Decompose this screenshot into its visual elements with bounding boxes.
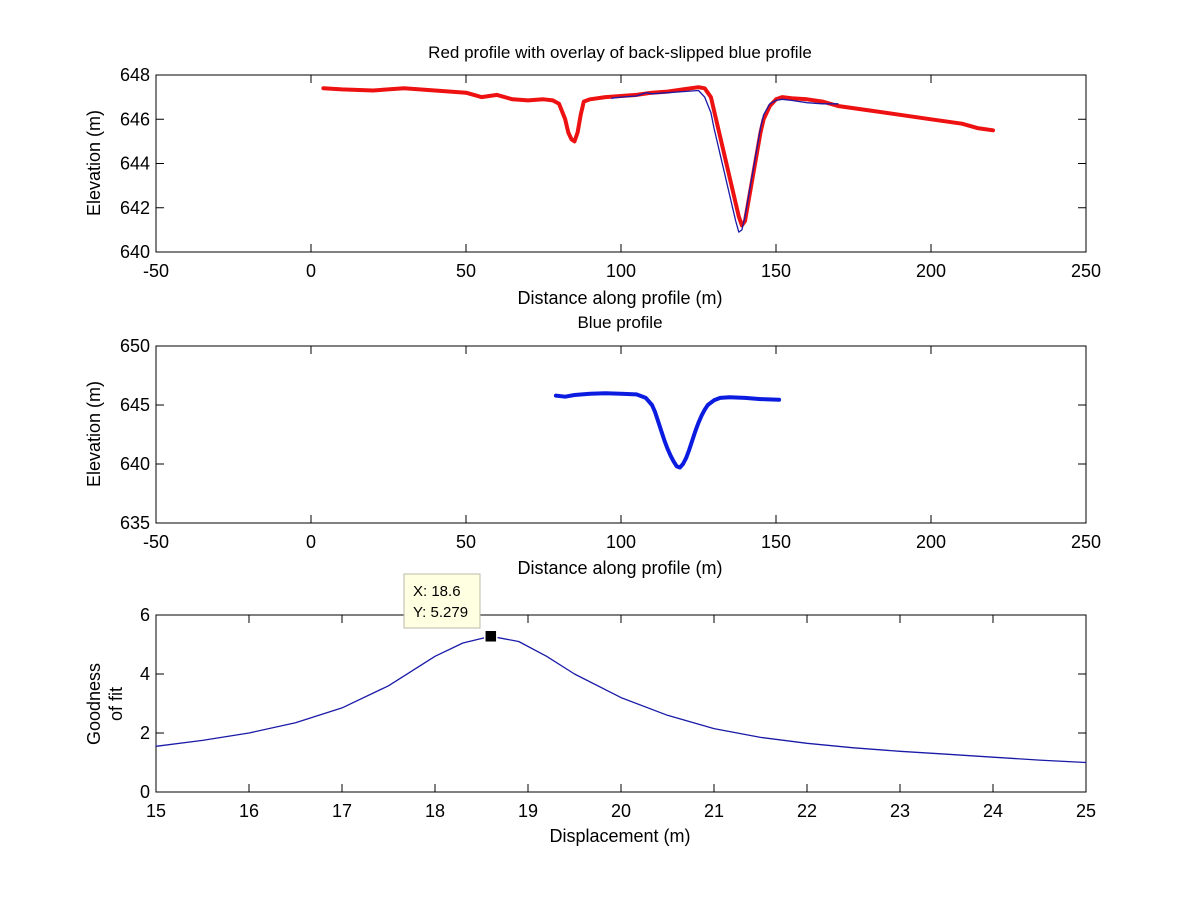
x-axis-label: Displacement (m) bbox=[549, 826, 690, 846]
x-tick-label: 150 bbox=[761, 261, 791, 281]
x-tick-label: 22 bbox=[797, 801, 817, 821]
x-tick-label: 250 bbox=[1071, 261, 1101, 281]
y-tick-label: 635 bbox=[120, 513, 150, 533]
x-tick-label: 50 bbox=[456, 532, 476, 552]
y-axis-label: Elevation (m) bbox=[84, 381, 104, 487]
x-tick-label: 18 bbox=[425, 801, 445, 821]
x-tick-label: 20 bbox=[611, 801, 631, 821]
y-tick-label: 0 bbox=[140, 782, 150, 802]
x-tick-label: 50 bbox=[456, 261, 476, 281]
datatip[interactable]: X: 18.6 Y: 5.279 bbox=[403, 573, 481, 629]
x-tick-label: 150 bbox=[761, 532, 791, 552]
y-tick-label: 646 bbox=[120, 109, 150, 129]
y-tick-label: 2 bbox=[140, 723, 150, 743]
series-line-goodness-of-fit bbox=[155, 635, 1087, 764]
panel-blue-profile: Blue profile Distance along profile (m) … bbox=[84, 313, 1101, 578]
x-tick-label: 17 bbox=[332, 801, 352, 821]
x-tick-label: 250 bbox=[1071, 532, 1101, 552]
x-tick-label: 23 bbox=[890, 801, 910, 821]
x-tick-label: 100 bbox=[606, 532, 636, 552]
y-tick-label: 6 bbox=[140, 605, 150, 625]
y-axis-label: Elevation (m) bbox=[84, 110, 104, 216]
x-tick-label: 24 bbox=[983, 801, 1003, 821]
x-tick-label: 19 bbox=[518, 801, 538, 821]
y-tick-label: 645 bbox=[120, 395, 150, 415]
y-tick-label: 650 bbox=[120, 336, 150, 356]
panel-red-profile-overlay: Red profile with overlay of back-slipped… bbox=[84, 43, 1101, 308]
datatip-marker[interactable] bbox=[484, 629, 498, 644]
x-tick-label: 15 bbox=[146, 801, 166, 821]
series-line-blue-profile bbox=[553, 391, 782, 470]
x-tick-label: 0 bbox=[306, 532, 316, 552]
x-tick-label: 200 bbox=[916, 261, 946, 281]
y-tick-label: 644 bbox=[120, 154, 150, 174]
datatip-x-label: X: 18.6 bbox=[413, 583, 461, 600]
axes-box bbox=[155, 345, 1087, 524]
y-tick-label: 4 bbox=[140, 664, 150, 684]
y-tick-label: 640 bbox=[120, 242, 150, 262]
datatip-y-label: Y: 5.279 bbox=[413, 604, 468, 621]
series-line-back-slipped-blue-profile bbox=[611, 89, 839, 233]
x-axis-label: Distance along profile (m) bbox=[517, 288, 722, 308]
x-tick-label: -50 bbox=[143, 261, 169, 281]
y-tick-label: 640 bbox=[120, 454, 150, 474]
x-tick-label: 16 bbox=[239, 801, 259, 821]
panel-goodness-of-fit: Displacement (m) Goodness of fit 15 16 17 1… bbox=[84, 605, 1096, 846]
y-tick-label: 642 bbox=[120, 198, 150, 218]
x-tick-label: -50 bbox=[143, 532, 169, 552]
y-axis-label-line-1: Goodness bbox=[84, 663, 104, 745]
series-line-red-profile bbox=[321, 85, 995, 228]
axes-box bbox=[155, 614, 1087, 793]
x-axis-label: Distance along profile (m) bbox=[517, 558, 722, 578]
y-axis-label-line-2: of fit bbox=[106, 687, 126, 721]
y-tick-label: 648 bbox=[120, 65, 150, 85]
x-tick-label: 200 bbox=[916, 532, 946, 552]
x-tick-label: 25 bbox=[1076, 801, 1096, 821]
x-tick-label: 0 bbox=[306, 261, 316, 281]
chart-title: Blue profile bbox=[577, 313, 662, 332]
datatip-box bbox=[403, 573, 481, 629]
x-tick-label: 100 bbox=[606, 261, 636, 281]
chart-title: Red profile with overlay of back-slipped… bbox=[428, 43, 812, 62]
x-tick-label: 21 bbox=[704, 801, 724, 821]
axes-box bbox=[155, 74, 1087, 253]
